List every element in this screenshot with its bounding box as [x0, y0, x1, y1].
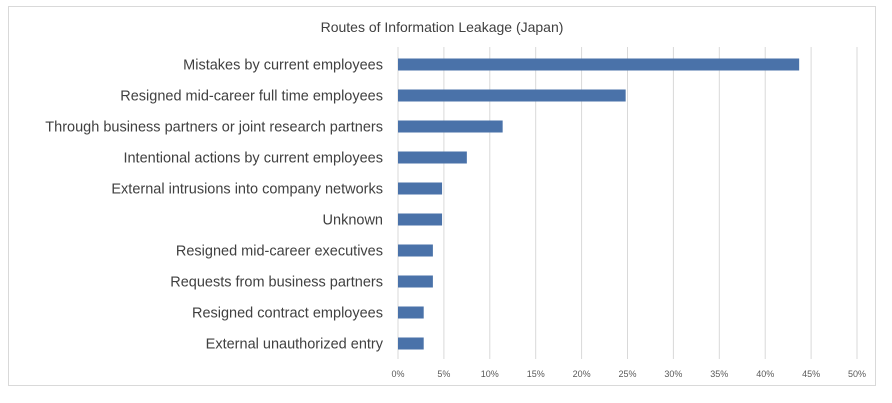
bar — [398, 306, 424, 319]
category-label: Resigned mid-career executives — [176, 244, 383, 260]
category-label: External intrusions into company network… — [111, 182, 383, 198]
x-tick-label: 35% — [710, 369, 728, 379]
bar — [398, 244, 433, 257]
category-label: Unknown — [323, 213, 383, 229]
category-label: External unauthorized entry — [206, 337, 384, 353]
bar-chart-plot: 0% 5% 10% 15% 20% 25% 30% 35% 40% 45% 50% Mistakes … — [45, 47, 866, 379]
bar — [398, 275, 433, 288]
category-label: Intentional actions by current employees — [123, 151, 383, 167]
x-tick-label: 25% — [618, 369, 636, 379]
x-tick-label: 0% — [391, 369, 404, 379]
bar — [398, 120, 503, 133]
bar — [398, 89, 626, 102]
bar — [398, 182, 443, 195]
bar — [398, 151, 467, 164]
bar — [398, 337, 424, 350]
category-label: Through business partners or joint resea… — [45, 120, 383, 136]
x-tick-label: 10% — [481, 369, 499, 379]
category-label: Mistakes by current employees — [183, 58, 383, 74]
x-tick-label: 30% — [664, 369, 682, 379]
x-tick-label: 45% — [802, 369, 820, 379]
x-tick-label: 50% — [848, 369, 866, 379]
chart-title: Routes of Information Leakage (Japan) — [320, 19, 564, 35]
category-label: Resigned contract employees — [192, 306, 383, 322]
x-tick-label: 5% — [437, 369, 450, 379]
bar — [398, 58, 800, 71]
chart-area: Routes of Information Leakage (Japan) 0%… — [8, 6, 876, 386]
x-tick-label: 20% — [573, 369, 591, 379]
category-label: Requests from business partners — [170, 275, 383, 291]
x-tick-label: 15% — [527, 369, 545, 379]
bar — [398, 213, 443, 226]
x-tick-label: 40% — [756, 369, 774, 379]
category-label: Resigned mid-career full time employees — [120, 89, 383, 105]
